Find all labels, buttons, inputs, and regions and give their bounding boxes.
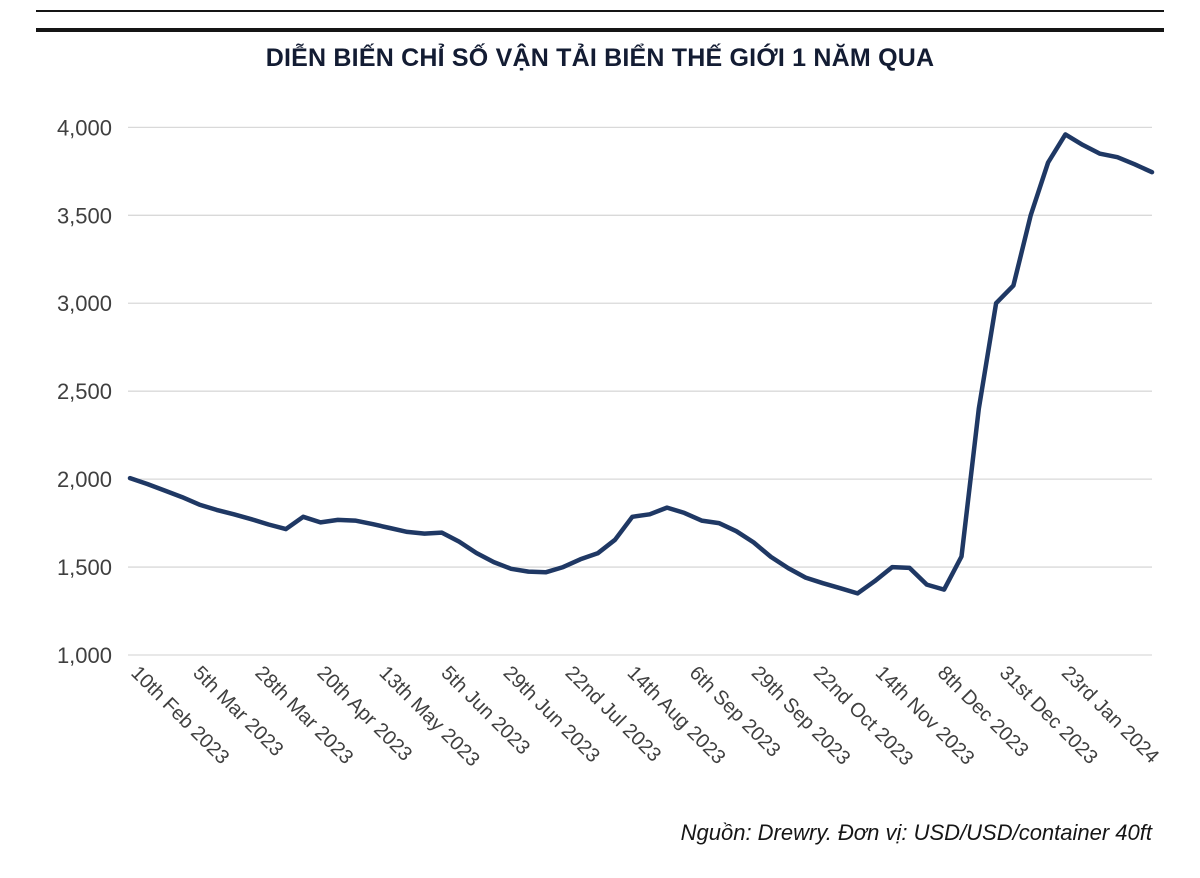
y-axis-tick-label: 1,500 xyxy=(57,555,112,580)
y-axis-tick-label: 2,000 xyxy=(57,467,112,492)
chart-title: DIỄN BIẾN CHỈ SỐ VẬN TẢI BIỂN THẾ GIỚI 1… xyxy=(265,44,935,72)
y-axis-tick-label: 3,000 xyxy=(57,291,112,316)
top-rule-thick xyxy=(36,28,1164,32)
y-axis-tick-label: 1,000 xyxy=(57,643,112,668)
source-note: Nguồn: Drewry. Đơn vị: USD/USD/container… xyxy=(680,820,1152,845)
top-rule-thin xyxy=(36,10,1164,12)
y-axis-tick-label: 3,500 xyxy=(57,203,112,228)
wci-line-series xyxy=(127,132,1155,596)
y-axis-tick-label: 2,500 xyxy=(57,379,112,404)
y-axis-tick-label: 4,000 xyxy=(57,115,112,140)
